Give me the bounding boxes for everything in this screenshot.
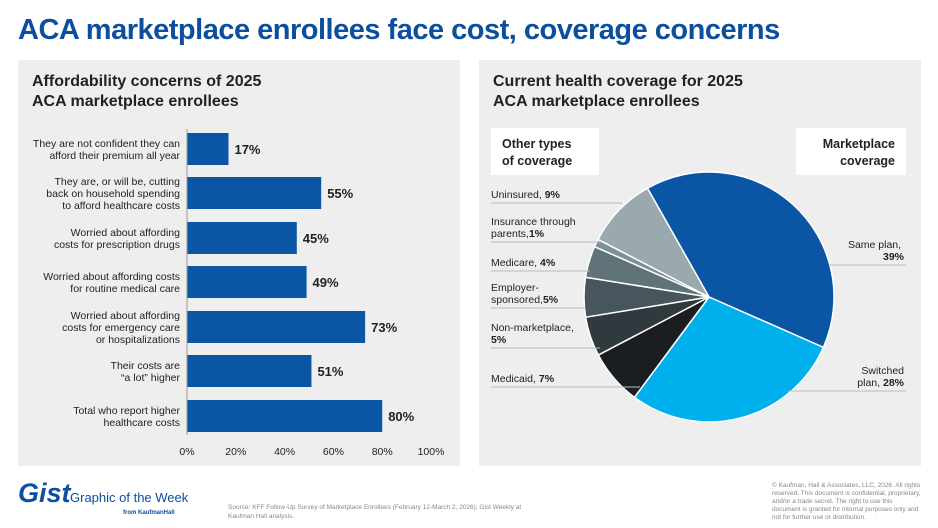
bar-data-label: 73%: [371, 320, 397, 335]
other-coverage-label: Other types of coverage: [502, 137, 572, 168]
bar-data-label: 17%: [234, 142, 260, 157]
bar-category-label: They are not confident they can afford th…: [33, 138, 181, 162]
slice-label: Employer-sponsored,5%: [491, 282, 559, 306]
bar-category-label: They are, or will be, cutting back on hou…: [46, 176, 180, 212]
x-tick-label: 0%: [179, 446, 194, 458]
bar-data-label: 51%: [317, 364, 343, 379]
marketplace-coverage-label: Marketplace coverage: [823, 137, 895, 168]
pie-slice: [646, 171, 835, 349]
pie-slice: [597, 187, 711, 299]
slice-label: Medicaid, 7%: [491, 373, 555, 385]
page-title: ACA marketplace enrollees face cost, cov…: [18, 14, 780, 46]
tagline: Graphic of the Week: [70, 490, 189, 505]
bar-data-label: 49%: [313, 275, 339, 290]
bar-data-label: 80%: [388, 409, 414, 424]
slice-label: Switched plan, 28%: [857, 365, 904, 389]
slice-label: Insurance through parents,1%: [491, 216, 576, 240]
bar-category-label: Worried about affording costs for routine…: [43, 271, 180, 295]
bar-category-label: Their costs are “a lot” higher: [111, 360, 181, 384]
source-note: Source: KFF Follow-Up Survey of Marketpl…: [228, 504, 522, 520]
from-kaufmanhall: from KaufmanHall: [123, 510, 175, 516]
pie-slice: [633, 296, 825, 423]
bar: [187, 266, 307, 298]
bar-category-label: Worried about affording costs for prescri…: [54, 227, 180, 251]
slice-label: Uninsured, 9%: [491, 189, 561, 201]
bar-data-label: 45%: [303, 231, 329, 246]
bar-category-label: Worried about affording costs for emergen…: [62, 310, 180, 346]
marketplace-coverage-box: [796, 128, 906, 175]
pie-chart-title: Current health coverage for 2025 ACA mar…: [493, 73, 743, 110]
x-tick-label: 20%: [225, 446, 246, 458]
bar: [187, 177, 322, 209]
copyright-note: © Kaufman, Hall & Associates, LLC, 2026.…: [772, 482, 921, 521]
x-tick-label: 60%: [323, 446, 344, 458]
x-tick-label: 40%: [274, 446, 295, 458]
bar: [187, 311, 366, 343]
affordability-panel: Affordability concerns of 2025 ACA marke…: [18, 60, 460, 466]
bar-data-label: 55%: [327, 186, 353, 201]
x-tick-label: 80%: [372, 446, 393, 458]
slice-label: Non-marketplace, 5%: [491, 322, 574, 346]
x-tick-label: 100%: [418, 446, 445, 458]
slice-label: Medicare, 4%: [491, 257, 556, 269]
bar: [187, 133, 229, 165]
bar: [187, 400, 383, 432]
slice-label: Same plan, 39%: [848, 239, 905, 263]
bar: [187, 355, 312, 387]
bar-category-label: Total who report higher healthcare costs: [73, 405, 180, 429]
bar-chart-title: Affordability concerns of 2025 ACA marke…: [32, 73, 262, 110]
bar: [187, 222, 297, 254]
gist-logo: Gist: [18, 478, 71, 508]
other-coverage-box: [491, 128, 599, 175]
